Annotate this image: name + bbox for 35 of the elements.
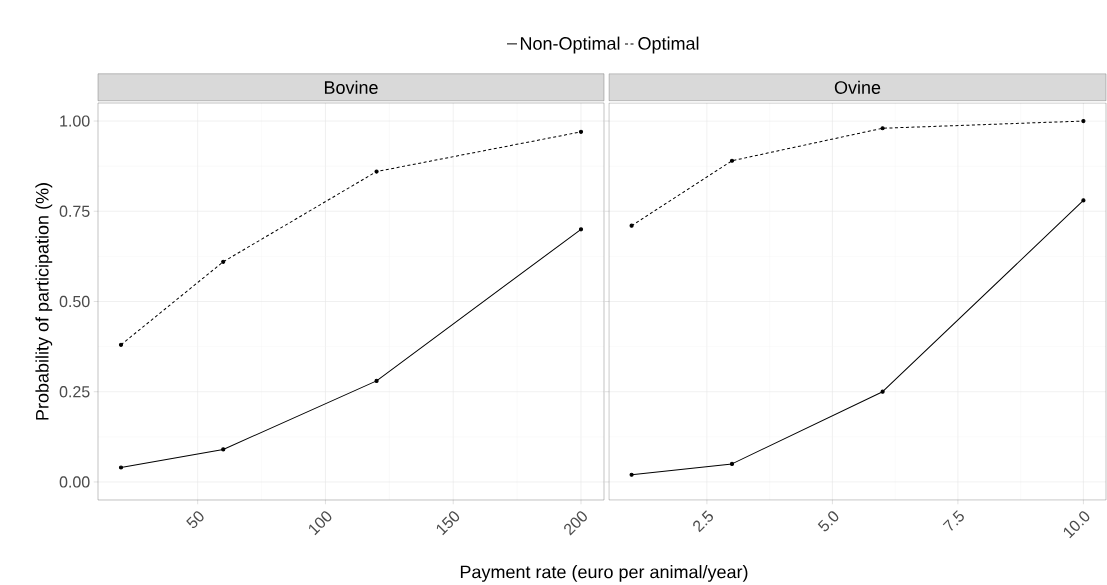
point: [880, 389, 885, 394]
legend-label: Optimal: [638, 36, 699, 54]
x-tick-label: 200: [564, 511, 587, 536]
point: [880, 126, 885, 131]
y-tick-label: 0.50: [59, 295, 90, 308]
chart-title: Bovine: [324, 80, 378, 94]
point: [1081, 118, 1086, 124]
y-tick-label: 0.00: [59, 476, 90, 488]
x-axis-title: Payment rate (euro per animal/year): [460, 564, 748, 582]
x-tick-label: 50: [186, 511, 204, 529]
point: [374, 169, 379, 174]
legend-label: Non-Optimal: [520, 36, 620, 54]
point: [729, 158, 735, 163]
point: [118, 465, 124, 470]
y-tick-label: 0.75: [59, 205, 90, 217]
x-tick-label: 10.0: [1063, 511, 1090, 539]
x-tick-label: 5.0: [817, 511, 839, 532]
point: [629, 472, 634, 477]
y-tick-label: 1.00: [60, 115, 90, 127]
chart-title: Ovine: [834, 80, 881, 94]
x-tick-label: 2.5: [693, 510, 713, 533]
y-tick-label: 0.25: [59, 385, 90, 398]
y-axis-title: Probability of participation (%): [35, 183, 53, 420]
point: [1081, 198, 1086, 203]
x-tick-label: 100: [309, 511, 332, 536]
point: [578, 227, 584, 232]
x-tick-label: 150: [436, 511, 460, 536]
point: [374, 378, 379, 383]
point: [578, 129, 584, 134]
point: [221, 259, 226, 264]
point: [221, 447, 226, 452]
point: [729, 461, 735, 466]
point: [629, 223, 634, 228]
point: [118, 342, 124, 347]
x-tick-label: 7.5: [942, 510, 964, 531]
